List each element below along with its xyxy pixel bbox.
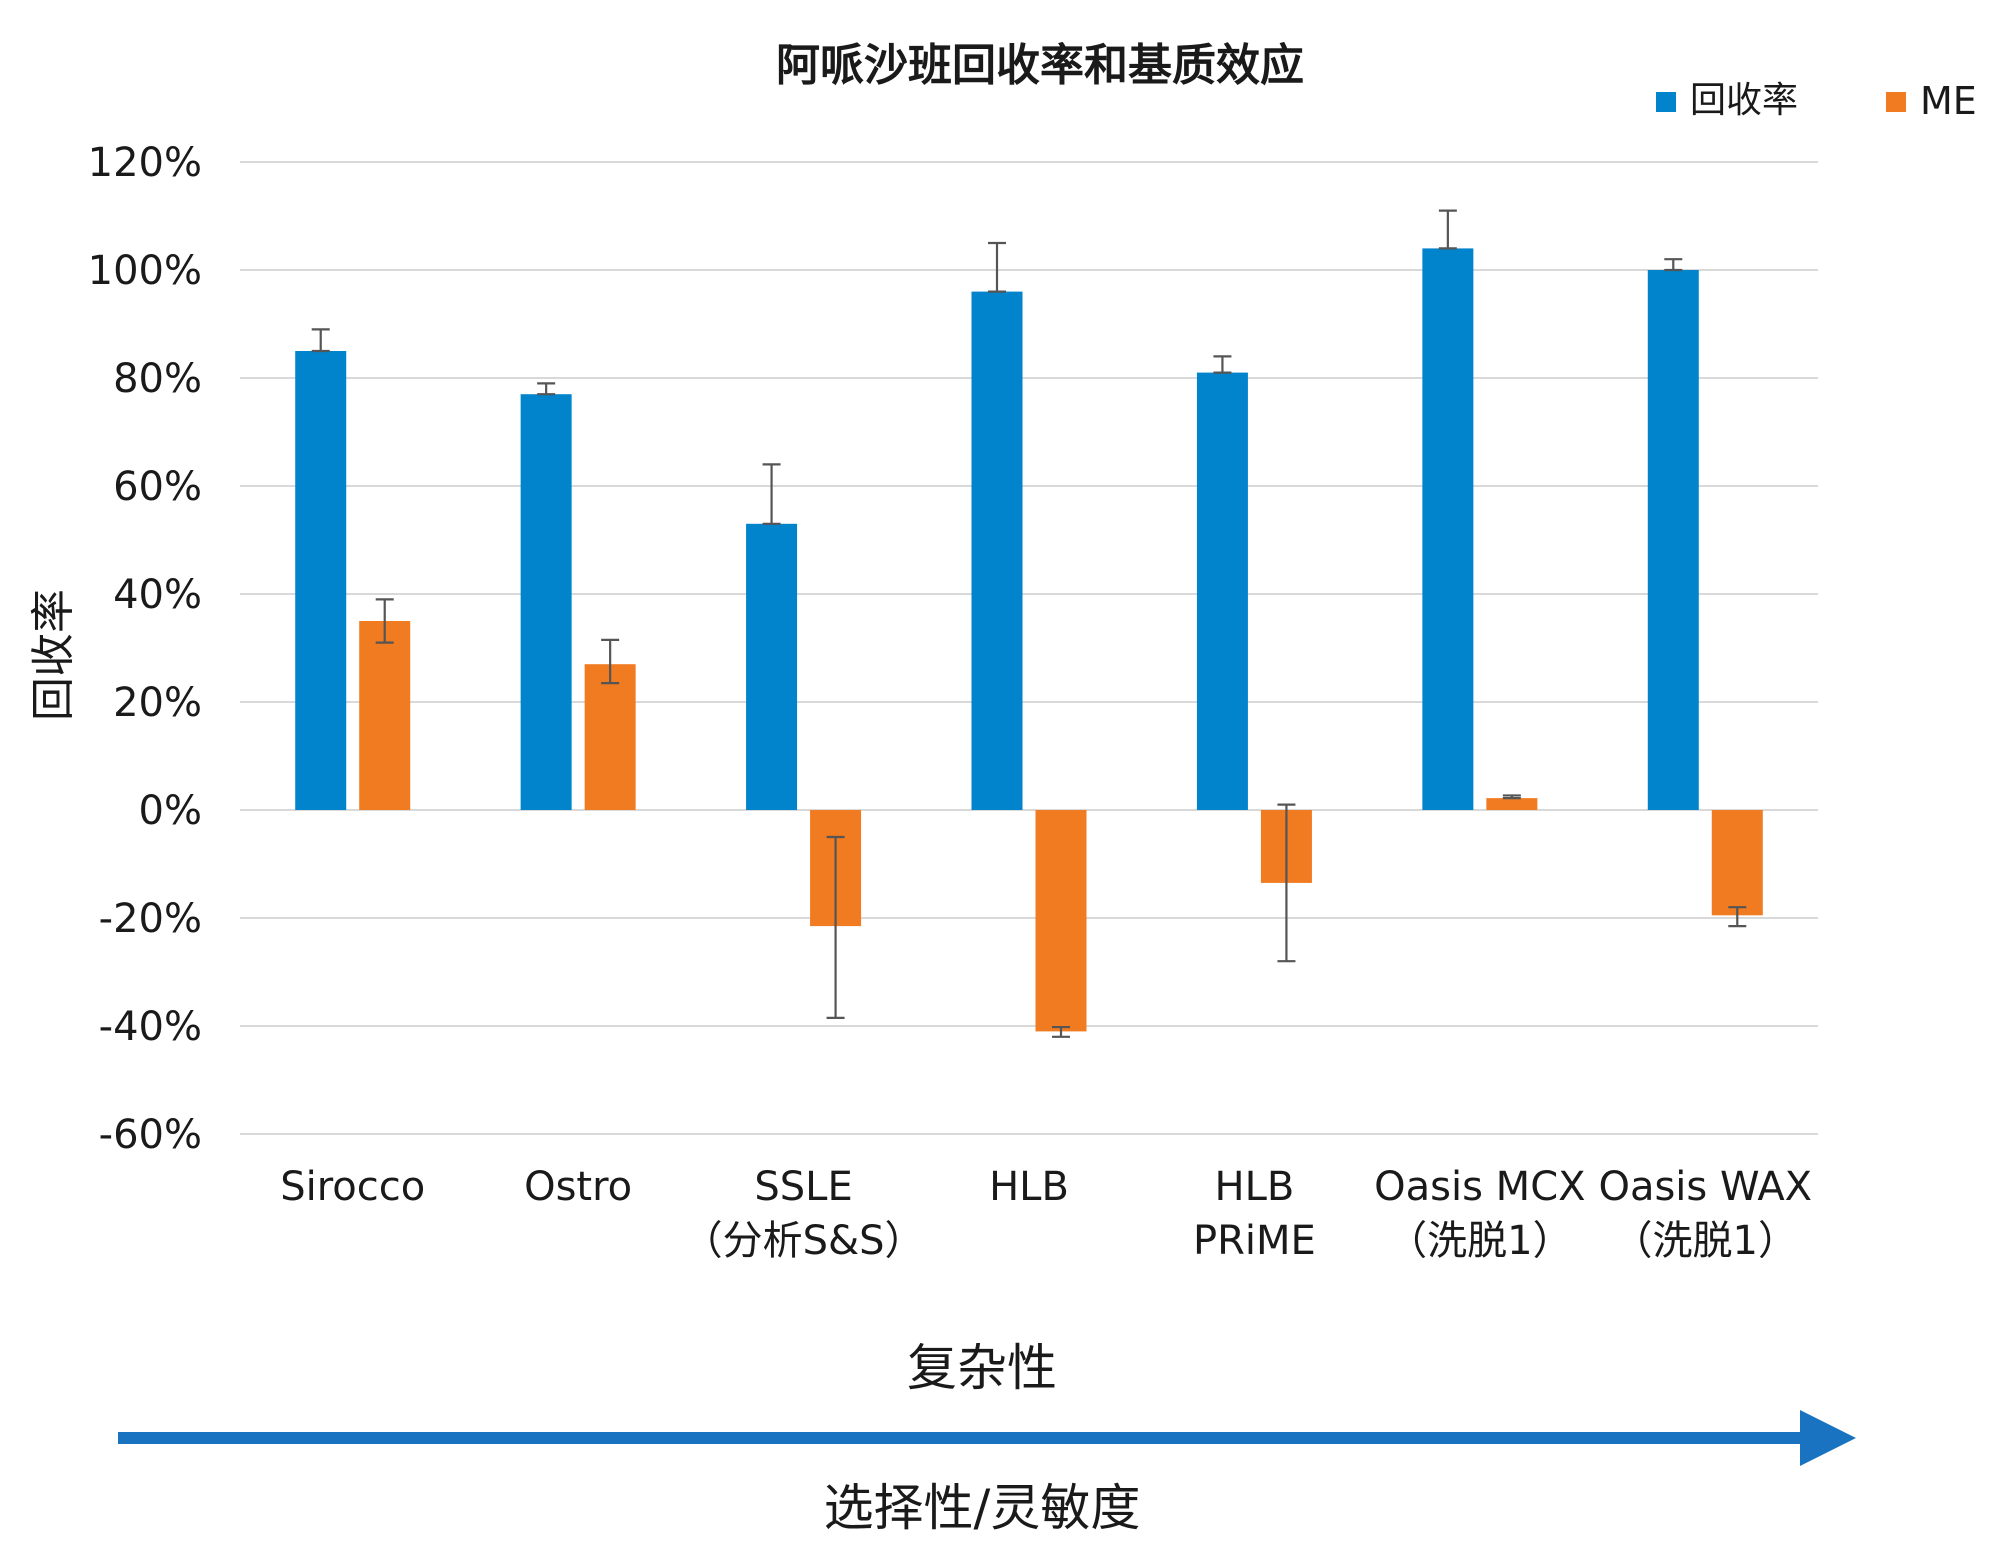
gridlines: [240, 161, 1818, 1135]
y-tick-label: 60%: [113, 464, 202, 510]
legend-label-recovery: 回收率: [1690, 80, 1798, 121]
direction-arrow: [118, 1410, 1856, 1466]
y-tick-label: 40%: [113, 572, 202, 618]
y-tick-label: 100%: [88, 248, 202, 294]
x-tick-label: Oasis MCX: [1374, 1164, 1585, 1210]
error-bars: [311, 209, 1747, 1038]
bar-me: [359, 621, 411, 810]
bar-recovery: [746, 523, 798, 810]
bar-recovery: [295, 351, 347, 810]
arrow-shaft: [118, 1432, 1808, 1444]
x-tick-labels: Sirocco Ostro SSLE （分析S&S） HLB HLB PRiME Oasis …: [280, 1164, 1812, 1264]
bar-me: [584, 664, 636, 810]
y-tick-label: 80%: [113, 356, 202, 402]
x-tick-label: Oasis WAX: [1598, 1164, 1812, 1210]
y-tick-label: 20%: [113, 680, 202, 726]
x-tick-label: Ostro: [524, 1164, 632, 1210]
chart-title: 阿哌沙班回收率和基质效应: [776, 40, 1304, 91]
legend-swatch-me: [1886, 92, 1906, 112]
legend-swatch-recovery: [1656, 92, 1676, 112]
x-tick-label: （洗脱1）: [1613, 1218, 1798, 1264]
x-tick-label: HLB: [989, 1164, 1069, 1210]
bar-recovery: [971, 291, 1023, 811]
y-tick-labels: 120% 100% 80% 60% 40% 20% 0% -20% -40% -60%: [88, 140, 202, 1158]
x-tick-label: HLB: [1215, 1164, 1295, 1210]
bar-recovery: [1647, 270, 1699, 810]
x-tick-label: SSLE: [754, 1164, 852, 1210]
legend: 回收率 ME: [1656, 79, 1977, 123]
x-tick-label: PRiME: [1193, 1218, 1316, 1264]
y-tick-label: -60%: [99, 1112, 202, 1158]
bar-me: [1035, 810, 1087, 1032]
y-tick-label: 120%: [88, 140, 202, 186]
y-tick-label: 0%: [139, 788, 202, 834]
y-tick-label: -20%: [99, 896, 202, 942]
y-tick-label: -40%: [99, 1004, 202, 1050]
bar-me: [1486, 798, 1538, 810]
bars: [295, 248, 1763, 1032]
bar-recovery: [1422, 248, 1474, 810]
complexity-label: 复杂性: [907, 1339, 1057, 1397]
y-axis-label: 回收率: [28, 589, 79, 721]
arrow-head: [1800, 1410, 1856, 1466]
bar-recovery: [1196, 372, 1248, 810]
x-tick-label: Sirocco: [280, 1164, 425, 1210]
legend-label-me: ME: [1920, 79, 1977, 123]
bar-recovery: [520, 394, 572, 810]
bar-me: [1711, 810, 1763, 916]
x-tick-label: （洗脱1）: [1387, 1218, 1572, 1264]
x-tick-label: （分析S&S）: [683, 1218, 925, 1264]
selectivity-sensitivity-label: 选择性/灵敏度: [824, 1479, 1141, 1537]
